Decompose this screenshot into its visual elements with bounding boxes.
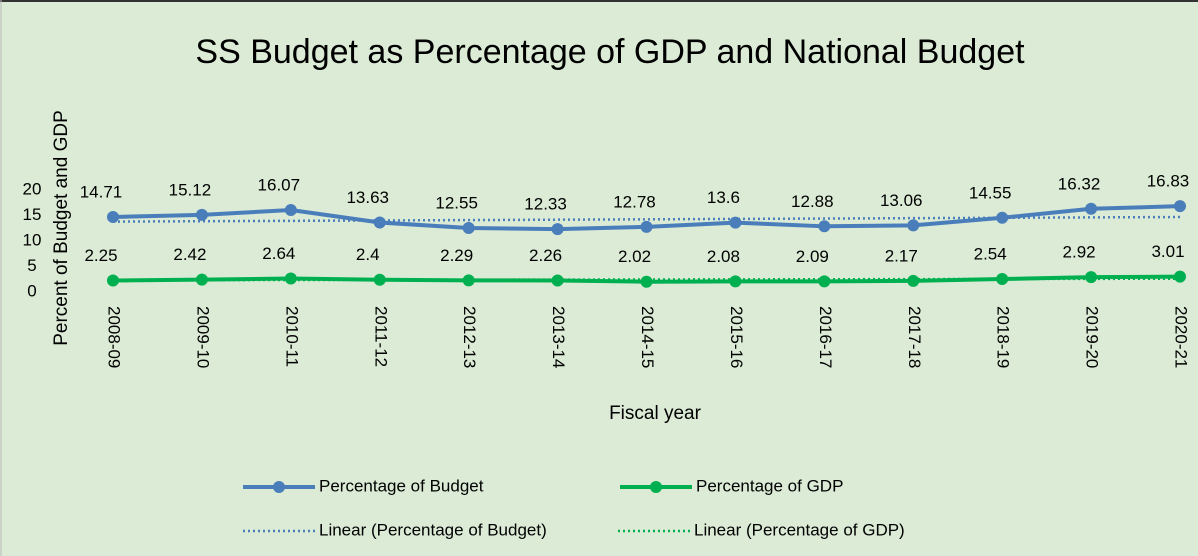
data-label: 2.08 [707,247,740,266]
legend-marker [273,481,285,493]
data-label: 12.88 [791,192,834,211]
marker [1085,271,1098,284]
data-label: 2.92 [1063,243,1096,262]
marker [729,216,742,229]
chart-title: SS Budget as Percentage of GDP and Natio… [195,33,1025,71]
x-tick-label: 2018-19 [994,306,1013,368]
data-label: 16.83 [1147,172,1190,191]
marker [996,273,1009,286]
data-label: 2.09 [796,247,829,266]
x-tick-label: 2012-13 [460,306,479,368]
x-tick-label: 2011-12 [371,306,390,367]
data-label: 2.02 [618,247,651,266]
marker [729,275,742,288]
marker [195,273,208,286]
legend-label: Linear (Percentage of Budget) [319,520,547,539]
legend-label: Linear (Percentage of GDP) [694,520,905,539]
data-label: 14.55 [969,183,1012,202]
marker [462,274,475,287]
y-tick-label: 10 [23,230,42,249]
y-axis-title: Percent of Budget and GDP [51,110,72,346]
data-label: 2.64 [262,244,295,263]
data-label: 13.63 [346,188,389,207]
data-label: 2.54 [974,245,1007,264]
data-label: 16.07 [258,176,301,195]
marker [907,219,920,232]
data-label: 12.78 [613,192,656,211]
y-tick-label: 15 [23,205,42,224]
y-tick-label: 5 [27,256,36,275]
marker [1174,270,1186,283]
legend-label: Percentage of GDP [696,476,843,495]
marker [1085,202,1098,215]
marker [373,216,386,229]
data-label: 3.01 [1151,242,1184,261]
data-label: 2.25 [84,246,117,265]
x-axis-title: Fiscal year [609,403,702,424]
data-label: 14.71 [80,182,123,201]
x-tick-label: 2019-20 [1083,306,1102,368]
data-label: 15.12 [169,180,212,199]
data-label: 12.55 [435,193,478,212]
data-label: 16.32 [1058,174,1101,193]
marker [462,221,475,234]
marker [551,223,564,236]
marker [551,274,564,287]
data-label: 12.33 [524,195,567,214]
marker [1174,200,1186,213]
marker [640,275,653,288]
marker [373,273,386,286]
marker [284,272,297,285]
x-tick-label: 2014-15 [638,306,657,368]
x-tick-label: 2009-10 [193,306,212,368]
marker [284,204,297,217]
marker [107,274,119,287]
x-tick-label: 2015-16 [727,306,746,368]
x-tick-label: 2010-11 [282,306,301,367]
x-tick-label: 2008-09 [105,306,124,368]
y-tick-label: 20 [23,179,42,198]
legend-marker [650,481,662,493]
data-label: 2.26 [529,246,562,265]
marker [818,275,831,288]
data-label: 13.06 [880,191,923,210]
x-tick-label: 2016-17 [816,306,835,368]
x-tick-label: 2017-18 [905,306,924,368]
legend-label: Percentage of Budget [319,476,484,495]
x-tick-label: 2013-14 [549,306,568,368]
marker [818,220,831,233]
data-label: 2.29 [440,246,473,265]
data-label: 13.6 [707,188,740,207]
marker [640,220,653,233]
marker [107,210,119,223]
data-label: 2.42 [173,245,206,264]
y-tick-label: 0 [27,281,36,300]
marker [195,208,208,221]
data-label: 2.4 [356,245,380,264]
x-tick-label: 2020-21 [1172,306,1191,368]
data-label: 2.17 [885,246,918,265]
marker [996,211,1009,224]
marker [907,274,920,287]
